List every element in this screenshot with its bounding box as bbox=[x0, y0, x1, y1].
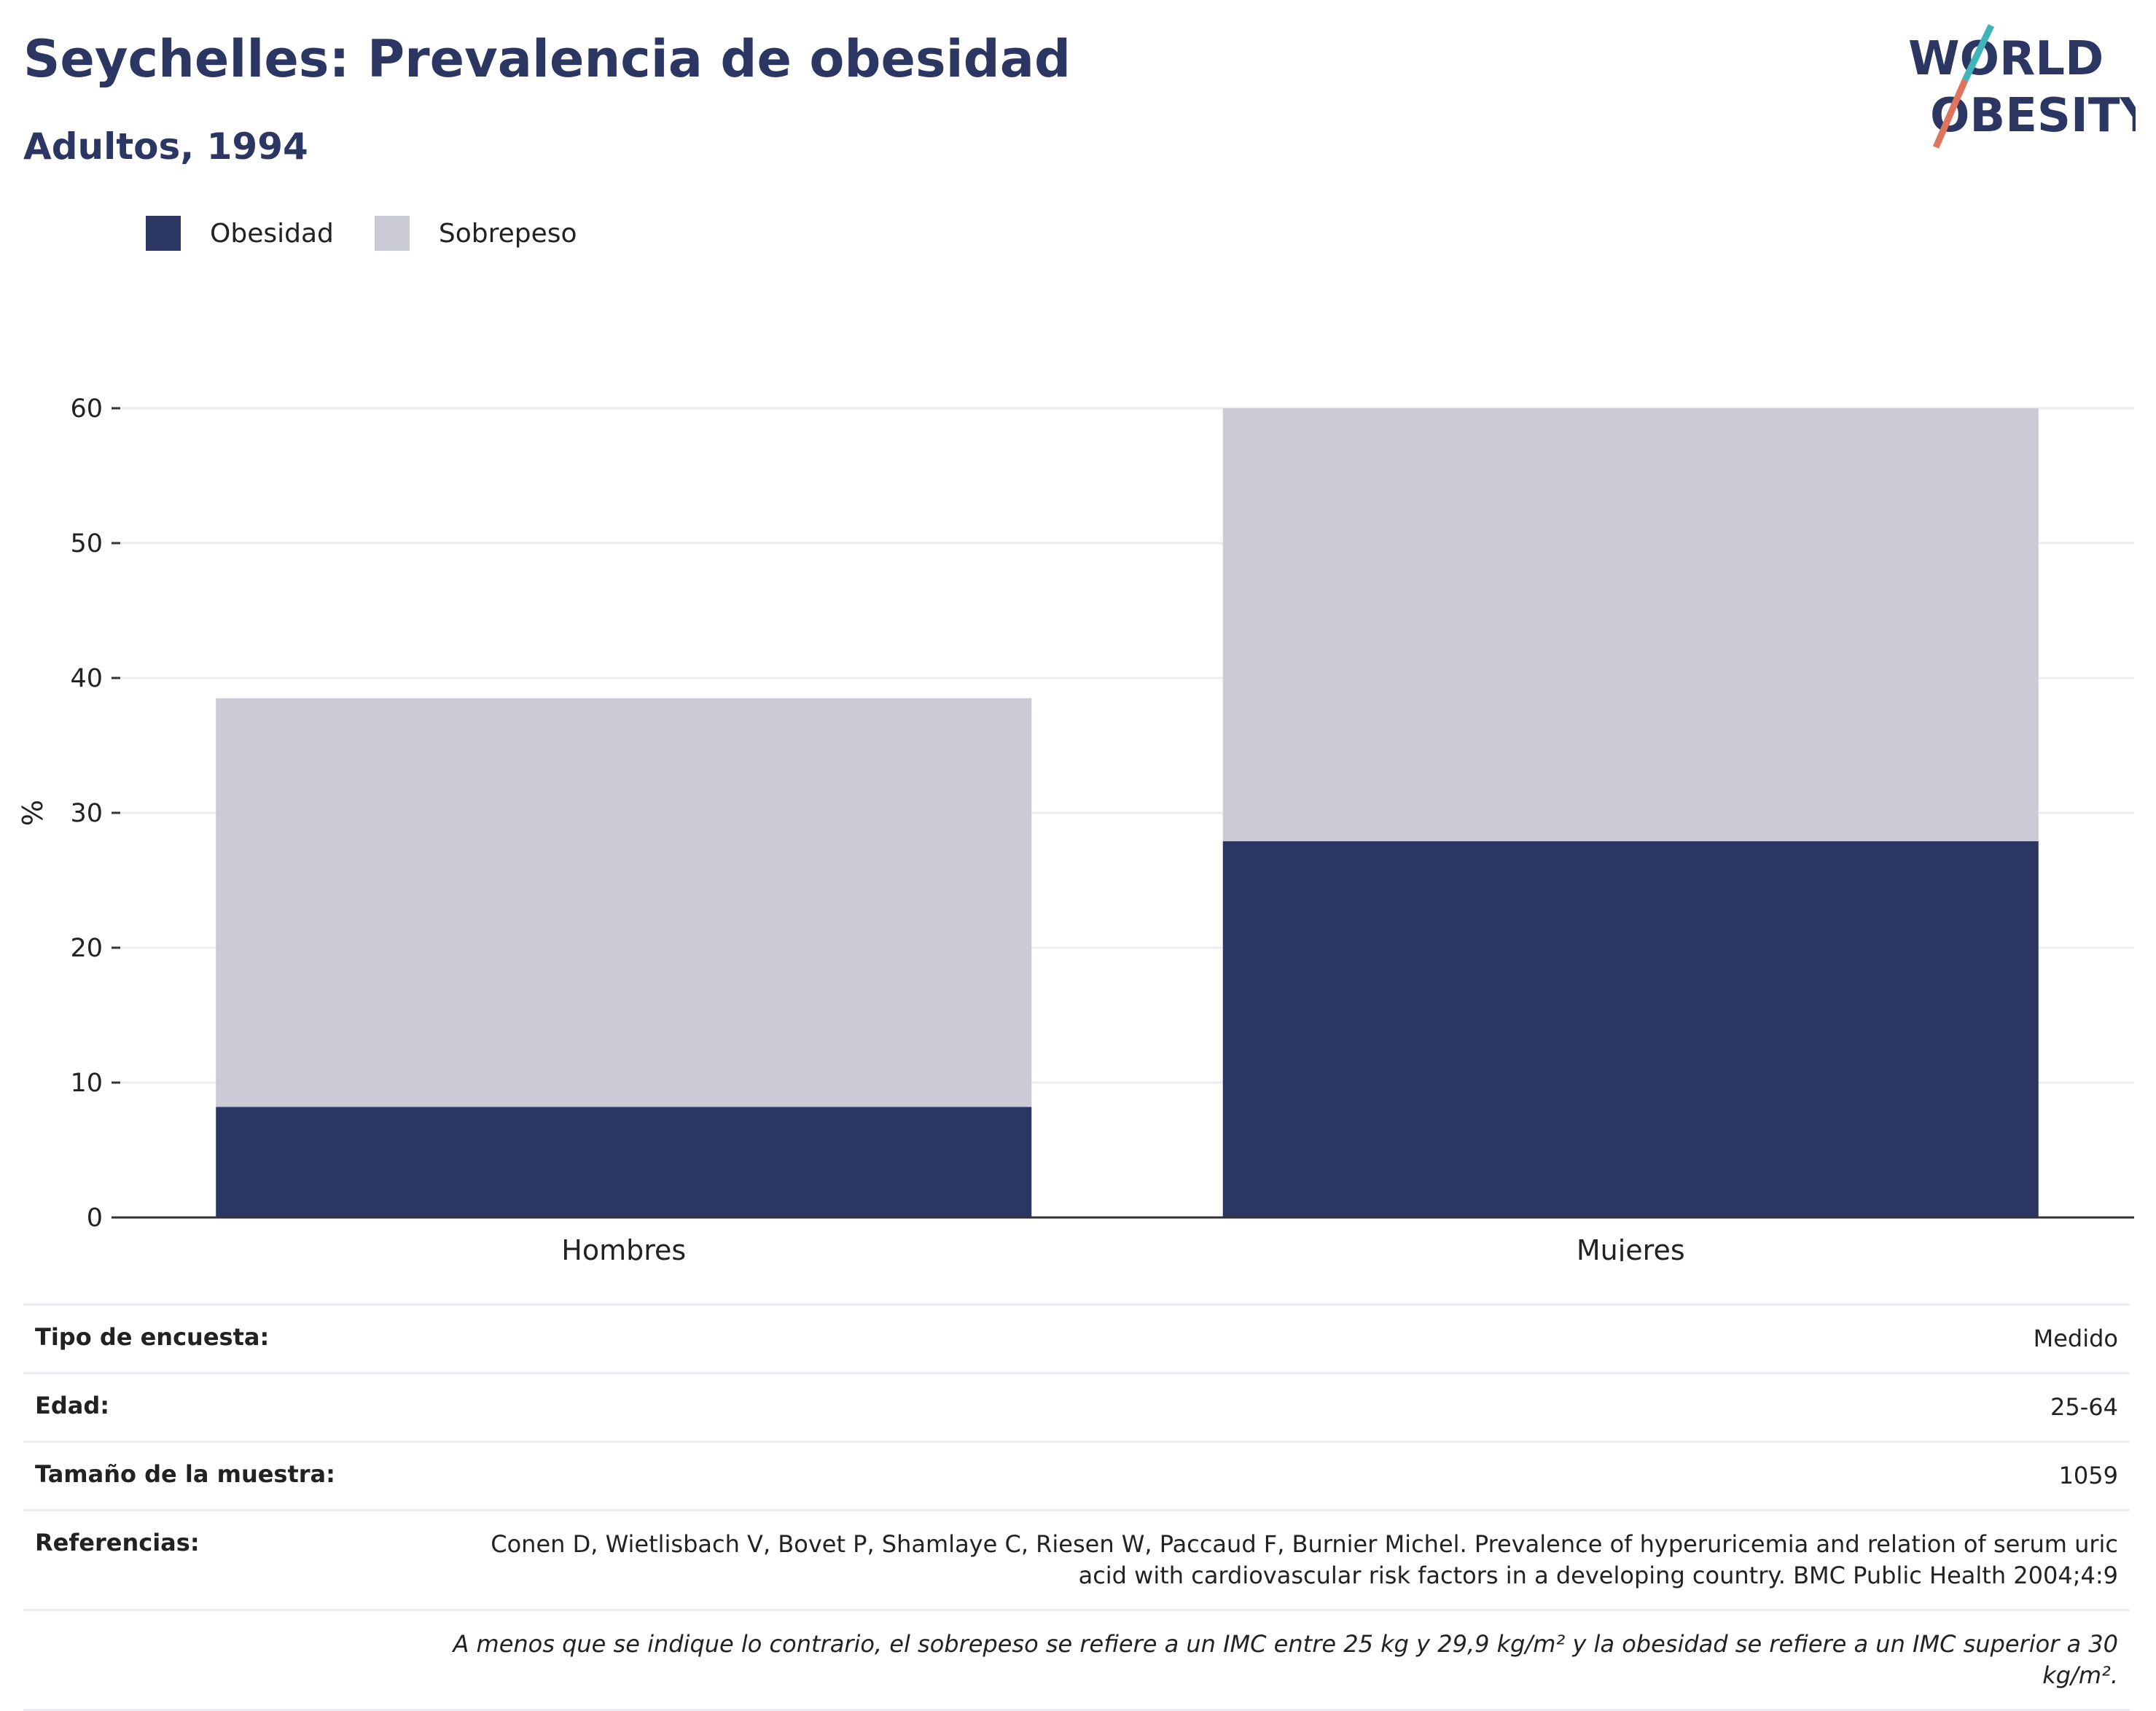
chart-legend: Obesidad Sobrepeso bbox=[146, 216, 618, 251]
x-tick-label: Hombres bbox=[561, 1234, 686, 1261]
info-row-note: A menos que se indique lo contrario, el … bbox=[23, 1609, 2130, 1711]
definition-note: A menos que se indique lo contrario, el … bbox=[453, 1630, 2118, 1689]
y-tick-label: 20 bbox=[70, 934, 103, 963]
info-row-edad: Edad: 25-64 bbox=[23, 1372, 2130, 1441]
legend-swatch-sobrepeso bbox=[374, 216, 410, 251]
bar-sobrepeso-hombres bbox=[216, 698, 1032, 1107]
y-tick-label: 0 bbox=[87, 1204, 103, 1233]
legend-swatch-obesidad bbox=[146, 216, 181, 251]
legend-label-sobrepeso: Sobrepeso bbox=[438, 218, 577, 249]
info-label: Edad: bbox=[35, 1392, 110, 1419]
legend-item-obesidad: Obesidad bbox=[146, 216, 334, 251]
world-obesity-logo: WORLD OBESITY bbox=[1908, 24, 2136, 149]
info-value: 25-64 bbox=[2050, 1393, 2118, 1421]
bar-sobrepeso-mujeres bbox=[1222, 408, 2039, 841]
info-row-referencias: Referencias: Conen D, Wietlisbach V, Bov… bbox=[23, 1509, 2130, 1609]
chart-subtitle: Adultos, 1994 bbox=[23, 125, 308, 168]
y-tick-label: 40 bbox=[70, 664, 103, 693]
survey-info-table: Tipo de encuesta: Medido Edad: 25-64 Tam… bbox=[23, 1303, 2130, 1711]
bar-obesidad-mujeres bbox=[1222, 841, 2039, 1217]
x-tick-label: Mujeres bbox=[1577, 1234, 1685, 1261]
y-tick-label: 10 bbox=[70, 1069, 103, 1098]
reference-text: Conen D, Wietlisbach V, Bovet P, Shamlay… bbox=[491, 1530, 2118, 1589]
info-label: Tipo de encuesta: bbox=[35, 1323, 270, 1351]
y-tick-label: 50 bbox=[70, 529, 103, 558]
bar-obesidad-hombres bbox=[216, 1107, 1032, 1217]
y-tick-label: 60 bbox=[70, 394, 103, 424]
info-label: Tamaño de la muestra: bbox=[35, 1460, 335, 1488]
logo-slash-teal bbox=[1961, 24, 1995, 82]
logo-line1: WORLD bbox=[1908, 32, 2104, 86]
legend-item-sobrepeso: Sobrepeso bbox=[374, 216, 577, 251]
y-tick-label: 30 bbox=[70, 799, 103, 828]
info-label: Referencias: bbox=[35, 1529, 200, 1556]
info-row-muestra: Tamaño de la muestra: 1059 bbox=[23, 1441, 2130, 1509]
legend-label-obesidad: Obesidad bbox=[210, 218, 334, 249]
bar-chart: 0 10 20 30 40 50 60% Hombres Mujeres bbox=[17, 394, 2134, 1261]
info-value: Medido bbox=[2033, 1325, 2118, 1352]
y-axis-label: % bbox=[17, 800, 49, 826]
info-row-tipo: Tipo de encuesta: Medido bbox=[23, 1303, 2130, 1372]
chart-title: Seychelles: Prevalencia de obesidad bbox=[23, 29, 1071, 89]
logo-line2: OBESITY bbox=[1930, 89, 2136, 143]
info-value: 1059 bbox=[2058, 1462, 2118, 1489]
logo-slash-coral bbox=[1932, 79, 1969, 149]
